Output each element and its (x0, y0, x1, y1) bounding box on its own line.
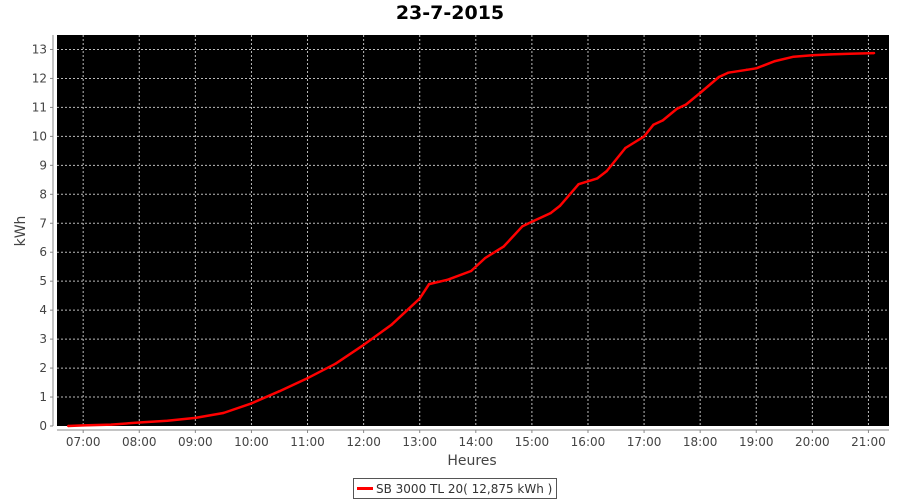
data-point (792, 55, 795, 58)
y-tick-label: 5 (39, 274, 47, 288)
legend-swatch (357, 487, 373, 490)
data-point (390, 323, 393, 326)
y-tick-label: 9 (39, 158, 47, 172)
data-point (166, 419, 169, 422)
data-point (811, 54, 814, 57)
x-tick-label: 08:00 (122, 435, 157, 449)
data-point (652, 123, 655, 126)
data-point (81, 424, 85, 427)
y-tick-label: 7 (39, 216, 47, 230)
x-tick-label: 18:00 (683, 435, 718, 449)
x-tick-label: 11:00 (290, 435, 325, 449)
data-point (727, 71, 730, 74)
data-point (483, 256, 487, 260)
data-point (306, 377, 309, 380)
data-point (717, 75, 721, 79)
x-tick-label: 19:00 (739, 435, 774, 449)
data-point (194, 416, 197, 420)
data-point (829, 53, 833, 56)
data-point (675, 107, 678, 111)
chart-title: 23-7-2015 (395, 2, 505, 24)
data-point (773, 59, 777, 63)
data-point (67, 424, 70, 428)
x-tick-label: 21:00 (851, 435, 886, 449)
x-tick-label: 07:00 (66, 435, 101, 449)
y-tick-label: 0 (39, 419, 47, 433)
data-point (684, 103, 688, 106)
y-tick-label: 4 (39, 303, 47, 317)
data-point (596, 177, 599, 180)
data-point (427, 282, 431, 286)
data-point (222, 411, 225, 415)
data-point (334, 362, 337, 365)
data-point (745, 68, 749, 71)
y-tick-label: 2 (39, 361, 47, 375)
y-tick-label: 1 (39, 390, 47, 404)
legend-label: SB 3000 TL 20( 12,875 kWh ) (376, 481, 553, 496)
x-tick-label: 09:00 (178, 435, 213, 449)
x-tick-label: 17:00 (627, 435, 662, 449)
legend: SB 3000 TL 20( 12,875 kWh ) (353, 478, 558, 499)
data-point (872, 51, 876, 55)
x-tick-label: 15:00 (515, 435, 550, 449)
x-tick-label: 13:00 (402, 435, 437, 449)
y-tick-label: 11 (32, 100, 47, 114)
x-tick-label: 20:00 (795, 435, 830, 449)
x-tick-label: 14:00 (459, 435, 494, 449)
y-tick-label: 13 (32, 42, 47, 56)
y-tick-label: 3 (39, 332, 47, 346)
data-point (362, 343, 365, 347)
y-tick-label: 10 (32, 129, 47, 143)
data-point (278, 390, 281, 393)
data-point (418, 297, 421, 300)
data-point (502, 245, 506, 248)
data-point (698, 91, 702, 95)
x-tick-label: 10:00 (234, 435, 269, 449)
data-point (642, 135, 646, 138)
data-point (661, 119, 664, 122)
data-point (577, 182, 580, 186)
data-point (624, 146, 627, 150)
data-point (250, 402, 253, 405)
data-point (469, 269, 473, 273)
data-point (521, 224, 524, 228)
y-tick-label: 6 (39, 245, 47, 259)
data-point (558, 204, 562, 208)
x-tick-label: 12:00 (346, 435, 381, 449)
data-point (549, 211, 552, 215)
plot-area (57, 35, 889, 426)
data-point (755, 67, 758, 70)
x-tick-label: 16:00 (571, 435, 606, 449)
y-axis-label: kWh (13, 216, 29, 247)
y-tick-label: 8 (39, 187, 47, 201)
data-point (110, 423, 113, 426)
data-point (138, 421, 141, 424)
data-point (605, 169, 608, 173)
data-point (530, 220, 534, 224)
data-point (446, 278, 449, 281)
data-point (848, 52, 851, 56)
x-axis-label: Heures (447, 453, 496, 469)
y-tick-label: 12 (32, 71, 47, 85)
